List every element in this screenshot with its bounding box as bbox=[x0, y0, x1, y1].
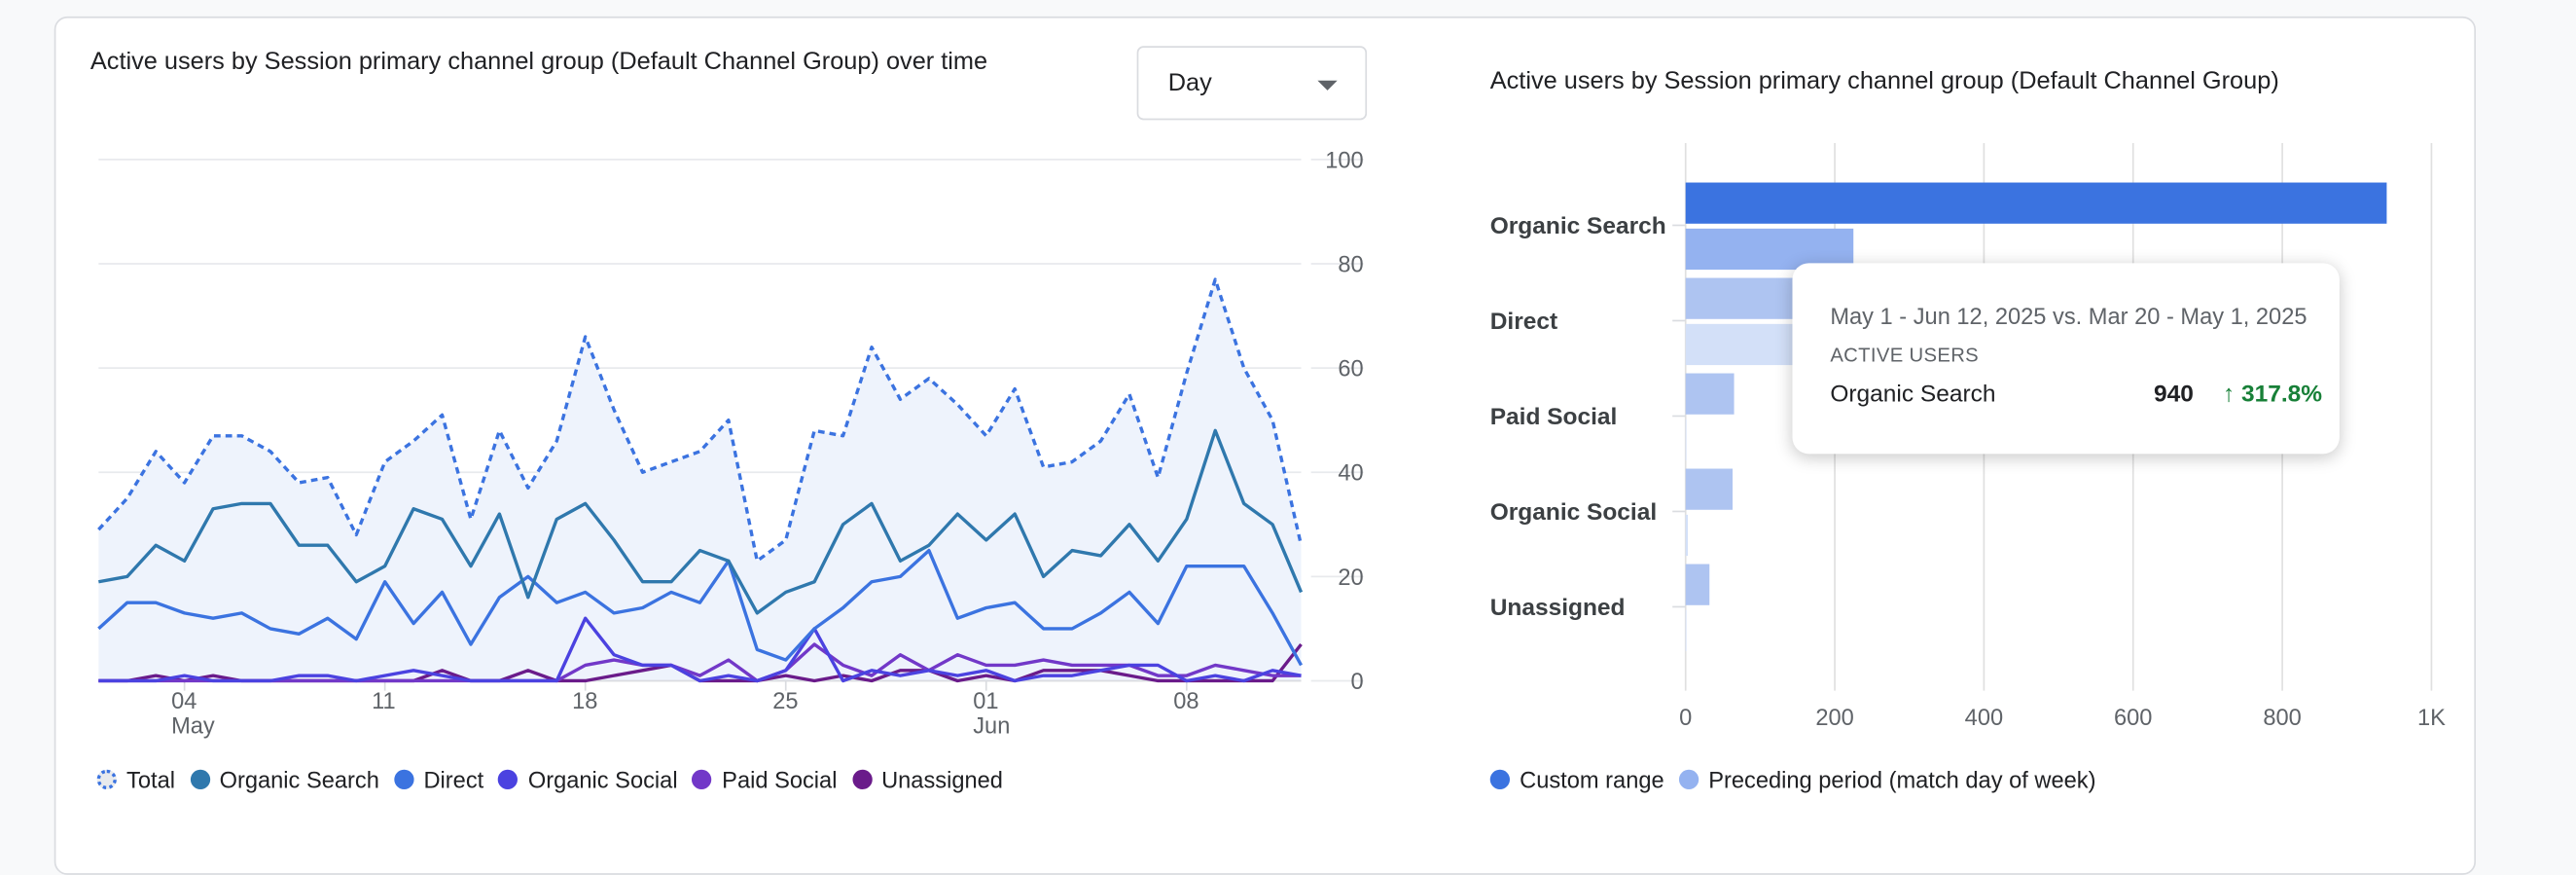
legend-label: Direct bbox=[423, 766, 483, 792]
x-tick-label: 600 bbox=[2114, 706, 2152, 731]
tooltip-dates: May 1 - Jun 12, 2025 vs. Mar 20 - May 1,… bbox=[1830, 303, 2307, 329]
arrow-up-icon: ↑ bbox=[2223, 382, 2235, 408]
bar-custom-range bbox=[1686, 565, 1710, 605]
legend-label: Paid Social bbox=[722, 766, 837, 792]
tooltip-row-label: Organic Search bbox=[1830, 382, 1995, 408]
bar-preceding-period bbox=[1686, 610, 1687, 651]
category-label: Paid Social bbox=[1490, 404, 1618, 430]
tooltip-value: 940 bbox=[2154, 382, 2194, 408]
tooltip-change-value: 317.8% bbox=[2241, 382, 2322, 408]
legend-swatch-icon bbox=[394, 770, 413, 789]
legend-item[interactable]: Organic Search bbox=[190, 766, 379, 792]
bar-custom-range bbox=[1686, 183, 2387, 224]
legend-item[interactable]: Organic Social bbox=[498, 766, 677, 792]
legend-label: Organic Search bbox=[220, 766, 379, 792]
category-label: Organic Search bbox=[1490, 213, 1666, 239]
x-tick-label: 200 bbox=[1815, 706, 1853, 731]
legend-swatch-icon bbox=[1679, 770, 1699, 789]
bar-custom-range bbox=[1686, 469, 1733, 510]
legend-swatch-icon bbox=[693, 770, 712, 789]
legend-label: Custom range bbox=[1520, 766, 1664, 792]
tooltip: May 1 - Jun 12, 2025 vs. Mar 20 - May 1,… bbox=[1792, 263, 2339, 454]
legend-item[interactable]: Unassigned bbox=[852, 766, 1003, 792]
bar-chart-legend: Custom range Preceding period (match day … bbox=[1490, 766, 2111, 792]
legend-swatch-icon bbox=[1490, 770, 1510, 789]
line-chart-legend: Total Organic Search Direct Organic Social P… bbox=[97, 766, 1018, 792]
x-tick-label: 400 bbox=[1965, 706, 2003, 731]
legend-swatch-icon bbox=[498, 770, 518, 789]
legend-item[interactable]: Total bbox=[97, 766, 175, 792]
stage: Active users by Session primary channel … bbox=[0, 0, 2576, 837]
legend-item[interactable]: Preceding period (match day of week) bbox=[1679, 766, 2096, 792]
legend-item[interactable]: Paid Social bbox=[693, 766, 838, 792]
legend-label: Organic Social bbox=[528, 766, 678, 792]
legend-label: Total bbox=[126, 766, 175, 792]
legend-item[interactable]: Direct bbox=[394, 766, 483, 792]
category-label: Direct bbox=[1490, 309, 1557, 335]
x-tick-label: 0 bbox=[1679, 706, 1692, 731]
legend-swatch-icon bbox=[852, 770, 872, 789]
category-label: Organic Social bbox=[1490, 499, 1657, 526]
tooltip-metric: ACTIVE USERS bbox=[1830, 344, 1979, 367]
category-label: Unassigned bbox=[1490, 595, 1626, 621]
legend-swatch-icon bbox=[97, 770, 117, 789]
legend-label: Unassigned bbox=[881, 766, 1003, 792]
tooltip-change: ↑ 317.8% bbox=[2223, 382, 2322, 408]
legend-label: Preceding period (match day of week) bbox=[1708, 766, 2095, 792]
bar-custom-range bbox=[1686, 374, 1735, 415]
x-tick-label: 800 bbox=[2263, 706, 2301, 731]
x-tick-label: 1K bbox=[2417, 706, 2446, 731]
legend-item[interactable]: Custom range bbox=[1490, 766, 1664, 792]
bar-preceding-period bbox=[1686, 419, 1687, 460]
legend-swatch-icon bbox=[190, 770, 209, 789]
bar-preceding-period bbox=[1686, 515, 1688, 556]
